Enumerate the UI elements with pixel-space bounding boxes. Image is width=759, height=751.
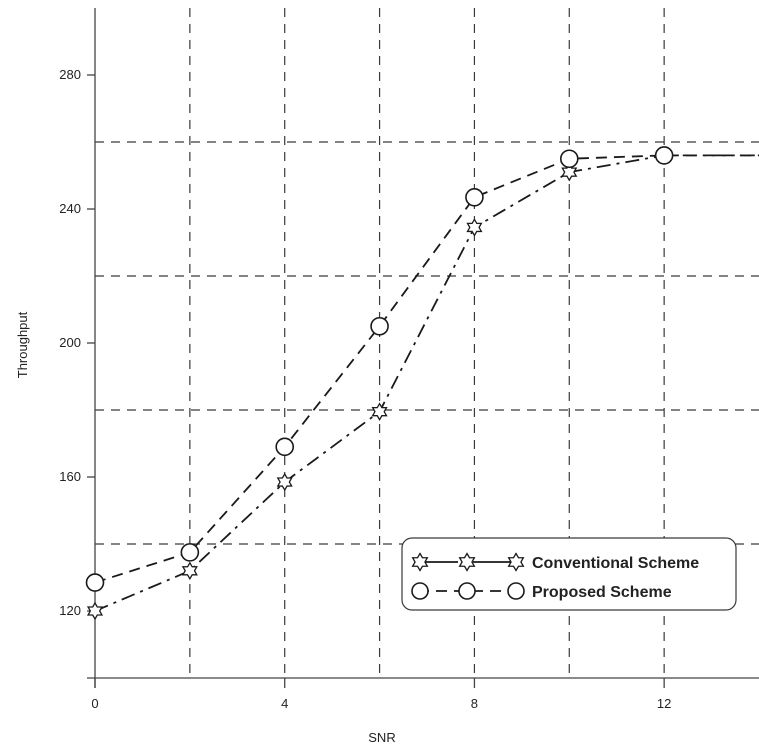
data-point bbox=[373, 404, 387, 420]
data-point bbox=[276, 438, 293, 455]
legend-label: Proposed Scheme bbox=[532, 584, 672, 601]
y-tick-label: 280 bbox=[59, 67, 81, 82]
data-point bbox=[466, 189, 483, 206]
series-line bbox=[95, 155, 759, 582]
x-axis-title: SNR bbox=[368, 730, 395, 745]
legend: Conventional Scheme Proposed Scheme bbox=[402, 538, 736, 610]
legend-marker bbox=[508, 583, 524, 599]
data-point bbox=[468, 219, 482, 235]
data-point bbox=[87, 574, 104, 591]
y-tick-label: 240 bbox=[59, 201, 81, 216]
series-2 bbox=[87, 147, 759, 591]
x-tick-label: 12 bbox=[657, 696, 671, 711]
x-tick-label: 4 bbox=[281, 696, 288, 711]
legend-marker bbox=[412, 583, 428, 599]
y-tick-label: 160 bbox=[59, 469, 81, 484]
data-point bbox=[561, 150, 578, 167]
y-tick-label: 120 bbox=[59, 603, 81, 618]
data-point bbox=[88, 603, 102, 619]
legend-marker bbox=[459, 583, 475, 599]
x-tick-label: 8 bbox=[471, 696, 478, 711]
data-point bbox=[183, 563, 197, 579]
x-tick-label: 0 bbox=[91, 696, 98, 711]
y-axis-title: Throughput bbox=[15, 311, 30, 378]
data-point bbox=[371, 318, 388, 335]
legend-label: Conventional Scheme bbox=[532, 555, 699, 572]
y-tick-label: 200 bbox=[59, 335, 81, 350]
tick-labels: 0 4 8 12 120 160 200 240 280 bbox=[59, 67, 671, 711]
data-point bbox=[656, 147, 673, 164]
data-point bbox=[181, 544, 198, 561]
